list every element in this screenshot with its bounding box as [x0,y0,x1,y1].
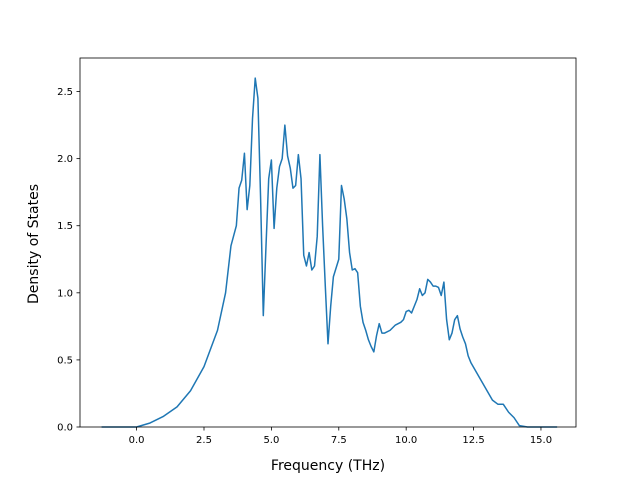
plot-frame [79,57,577,428]
ticks: 0.0 2.5 5.0 7.5 10.0 12.5 15.0 0.0 0.5 1.0 1.5 2.0 2… [57,87,552,446]
x-tick-label: 2.5 [196,435,212,446]
x-tick-label: 0.0 [129,435,145,446]
y-axis-label: Density of States [26,184,42,304]
y-tick-label: 0.0 [57,423,73,434]
x-tick-label: 12.5 [462,435,484,446]
x-tick-label: 10.0 [395,435,417,446]
y-tick-label: 1.0 [57,288,73,299]
x-axis-label: Frequency (THz) [271,458,385,474]
y-tick-label: 2.0 [57,154,73,165]
plot-area [79,57,577,428]
x-tick-label: 5.0 [263,435,279,446]
x-tick-label: 7.5 [331,435,347,446]
y-tick-label: 0.5 [57,355,73,366]
y-tick-label: 2.5 [57,87,73,98]
y-tick-label: 1.5 [57,221,73,232]
x-tick-label: 15.0 [530,435,552,446]
series-line-0 [101,77,558,428]
